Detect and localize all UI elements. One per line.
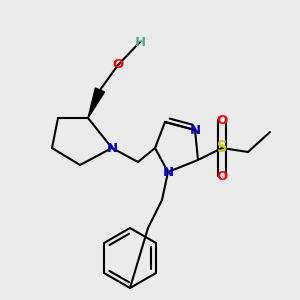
Text: O: O <box>216 113 228 127</box>
Text: N: N <box>162 166 174 178</box>
Text: O: O <box>216 169 228 182</box>
Text: N: N <box>189 124 201 136</box>
Text: H: H <box>134 35 146 49</box>
Text: S: S <box>217 140 227 155</box>
Text: O: O <box>112 58 124 71</box>
Text: N: N <box>106 142 118 154</box>
Polygon shape <box>88 88 105 118</box>
